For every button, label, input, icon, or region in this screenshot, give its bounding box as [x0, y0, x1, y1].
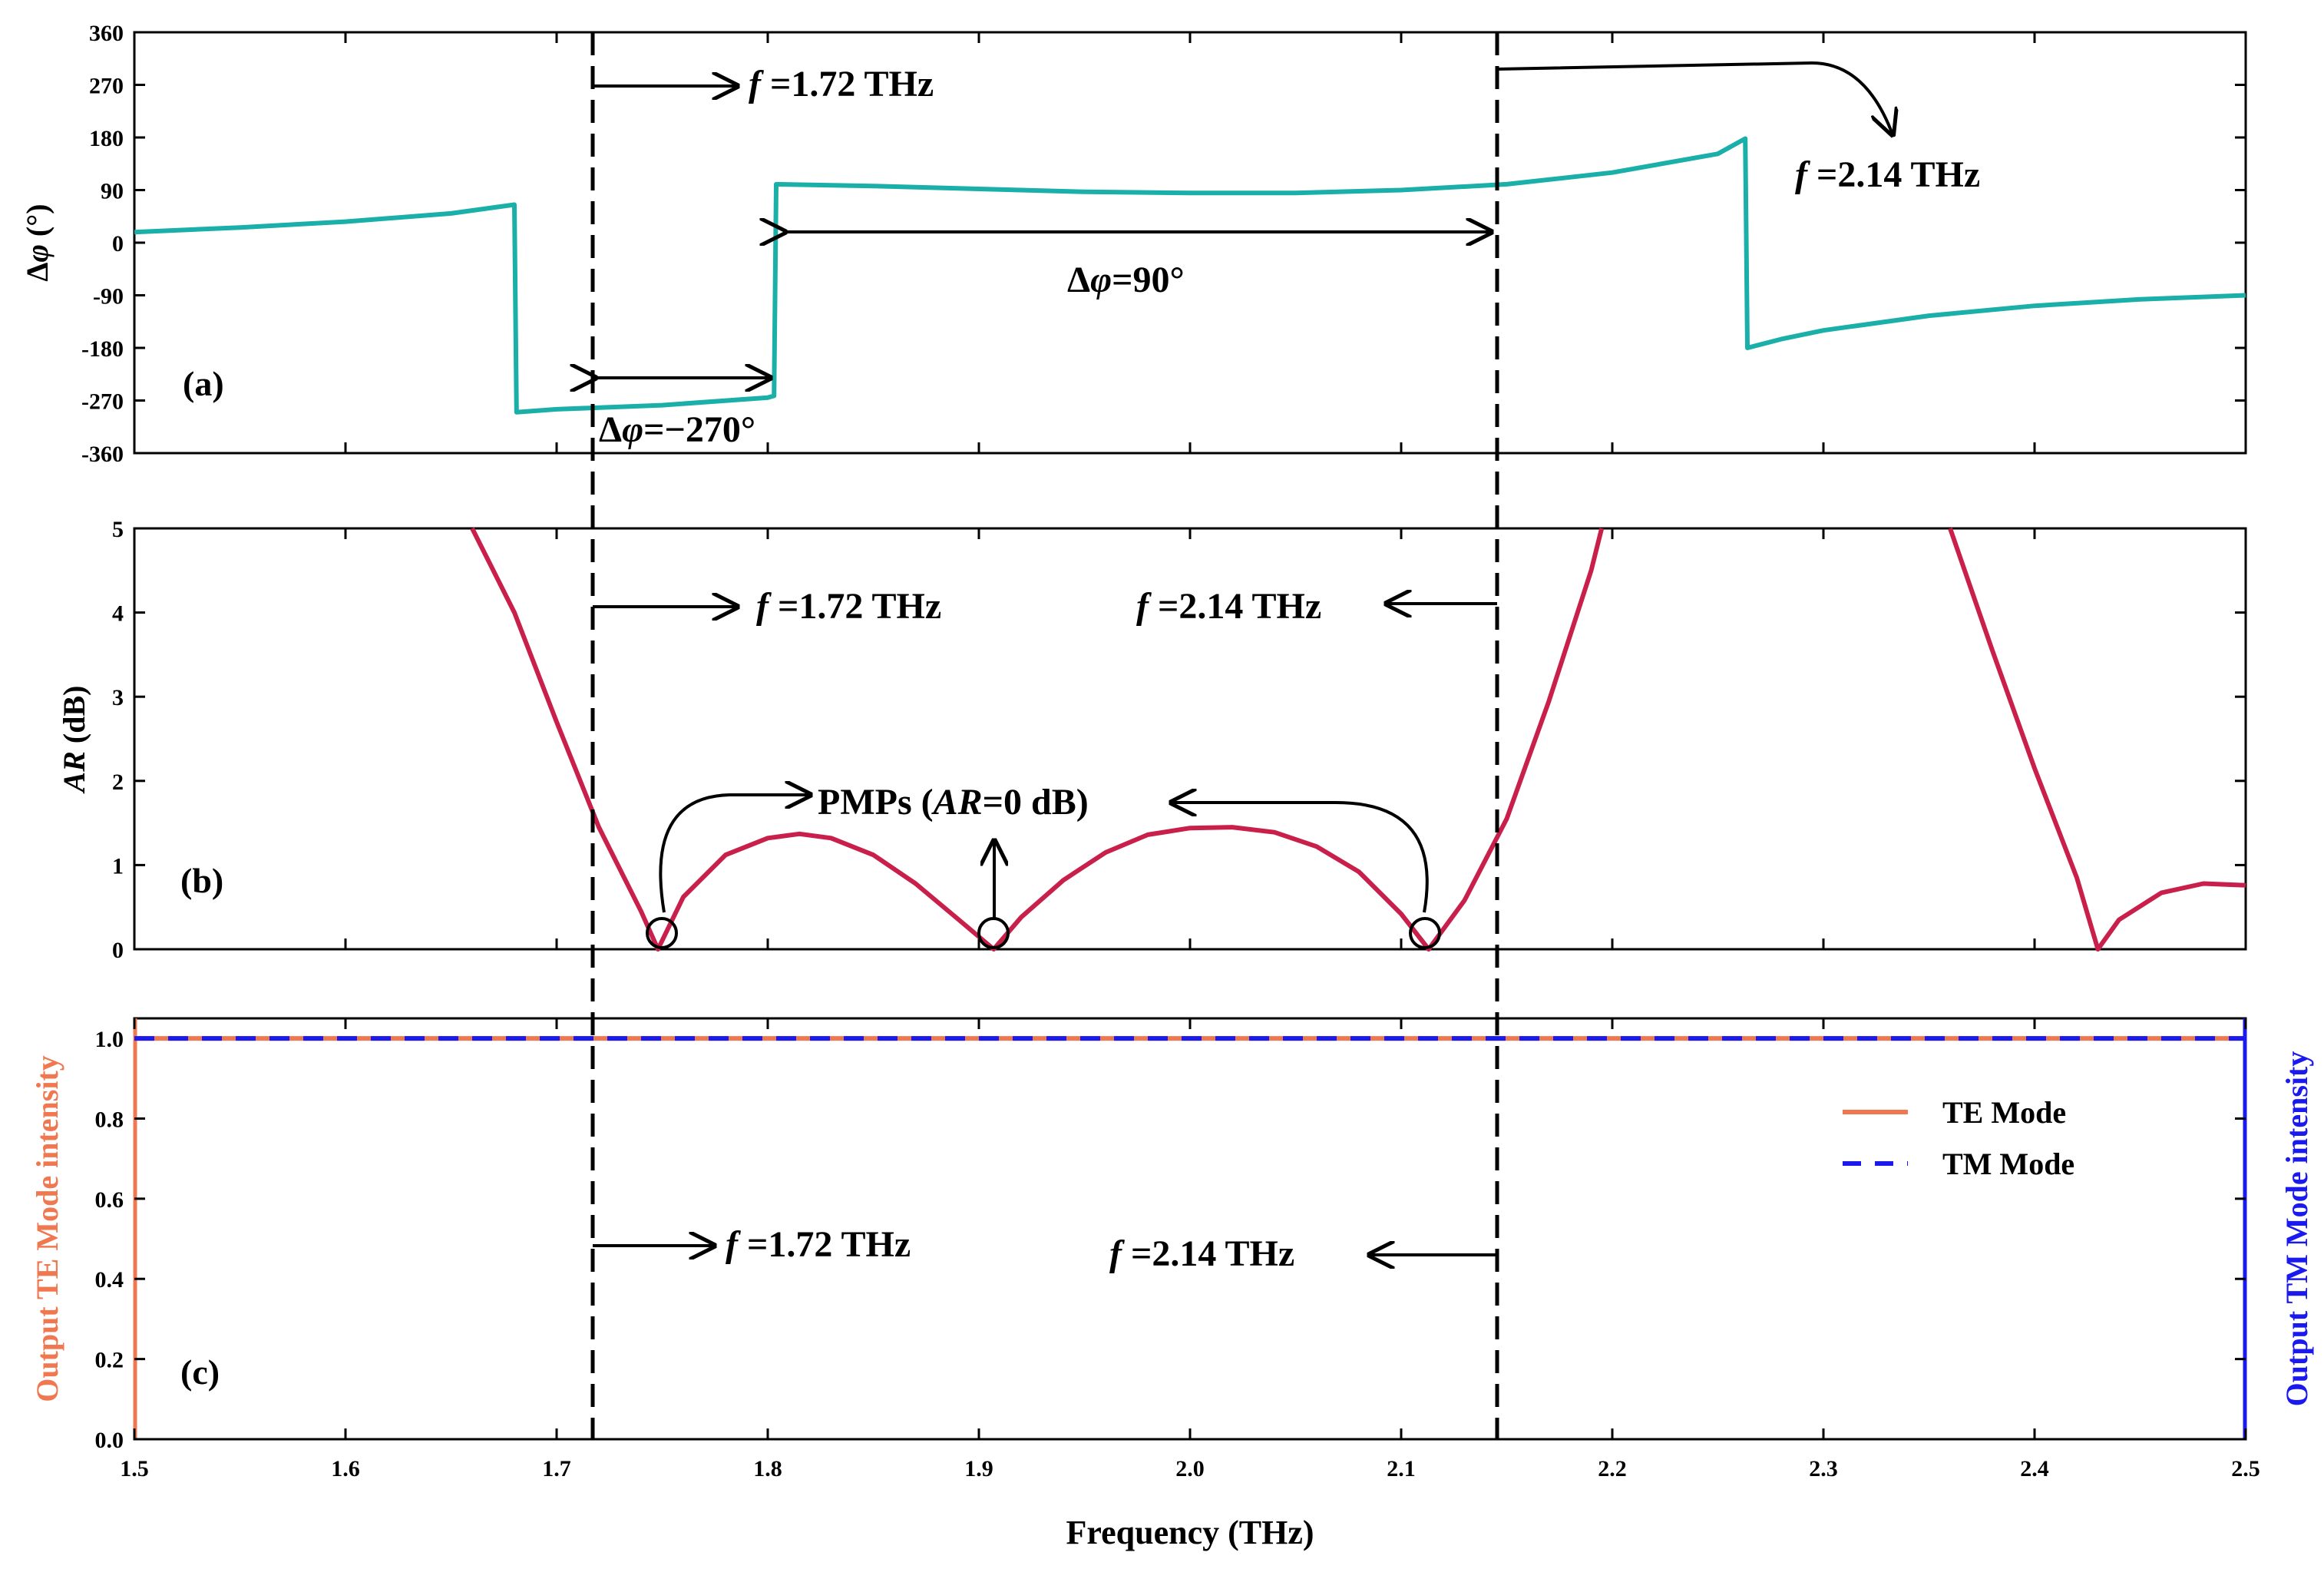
ytick-label-0-4: 0 [112, 231, 124, 257]
xtick-label-10: 2.5 [2231, 1456, 2260, 1481]
legend-label-tm: TM Mode [1942, 1147, 2074, 1181]
annot-a-1p72: f =1.72 THz [749, 64, 934, 104]
ytick-label-1-4: 1 [112, 853, 124, 879]
annot-c-1p72: f =1.72 THz [726, 1224, 911, 1265]
ylabel-b: AR (dB) [57, 686, 91, 795]
ytick-label-1-0: 5 [112, 517, 124, 542]
xtick-label-3: 1.8 [753, 1456, 782, 1481]
plot-frame-a [133, 31, 2247, 455]
annot-a-90deg: Δφ=90° [1067, 260, 1185, 300]
ytick-label-1-2: 3 [112, 685, 124, 710]
arrow-a-2p14 [1496, 61, 1893, 134]
ytick-label-0-5: -90 [93, 284, 124, 309]
ytick-label-0-6: -180 [81, 336, 124, 362]
x-axis-label: Frequency (THz) [1066, 1514, 1314, 1551]
ytick-label-0-0: 360 [89, 21, 124, 46]
pmp-circle-1 [646, 917, 678, 949]
series-line-1-0 [470, 527, 2246, 952]
ytick-label-0-3: 90 [101, 179, 124, 204]
xtick-label-4: 1.9 [964, 1456, 993, 1481]
annot-a-270deg: Δφ=−270° [599, 409, 755, 450]
xtick-label-5: 2.0 [1175, 1456, 1205, 1481]
arrow-pmp-left [659, 795, 810, 913]
ytick-label-2-4: 0.2 [95, 1348, 124, 1373]
ytick-label-0-8: -360 [81, 442, 124, 467]
ytick-label-1-1: 4 [112, 601, 124, 627]
arrow-pmp-right [1172, 803, 1429, 913]
panel-label-b: (b) [180, 861, 223, 900]
xtick-label-1: 1.6 [331, 1456, 360, 1481]
xtick-label-0: 1.5 [120, 1456, 149, 1481]
panel-label-a: (a) [183, 364, 224, 403]
annot-a-2p14: f =2.14 THz [1795, 154, 1980, 195]
ylabel-c-right: Output TM Mode intensity [2279, 1051, 2314, 1407]
annot-b-pmps: PMPs (AR=0 dB) [818, 782, 1089, 823]
ytick-label-2-3: 0.4 [95, 1267, 124, 1293]
ytick-label-2-5: 0.0 [95, 1428, 124, 1453]
annot-b-2p14: f =2.14 THz [1136, 586, 1321, 627]
ylabel-a: Δφ (°) [20, 204, 55, 281]
ytick-label-1-5: 0 [112, 938, 124, 963]
plot-frame-c [133, 1017, 2247, 1441]
xtick-label-8: 2.3 [1809, 1456, 1838, 1481]
panel-label-c: (c) [180, 1352, 220, 1392]
ytick-label-2-2: 0.6 [95, 1187, 124, 1213]
pmp-circle-2 [977, 917, 1010, 949]
ytick-label-0-2: 180 [89, 126, 124, 151]
ytick-label-0-7: -270 [81, 389, 124, 415]
ylabel-c-left: Output TE Mode intensity [30, 1055, 64, 1402]
series-line-0-0 [134, 136, 2246, 415]
legend-label-te: TE Mode [1942, 1095, 2066, 1130]
xtick-label-2: 1.7 [542, 1456, 571, 1481]
ytick-label-2-1: 0.8 [95, 1107, 124, 1132]
ytick-label-1-3: 2 [112, 770, 124, 795]
ytick-label-2-0: 1.0 [95, 1027, 124, 1052]
legend: TE Mode TM Mode [1843, 1095, 2074, 1181]
xtick-label-9: 2.4 [2020, 1456, 2049, 1481]
xtick-label-7: 2.2 [1598, 1456, 1627, 1481]
annot-b-1p72: f =1.72 THz [756, 586, 941, 627]
ytick-label-0-1: 270 [89, 74, 124, 99]
xtick-label-6: 2.1 [1387, 1456, 1416, 1481]
annot-c-2p14: f =2.14 THz [1109, 1233, 1294, 1274]
pmp-circle-3 [1409, 917, 1441, 949]
